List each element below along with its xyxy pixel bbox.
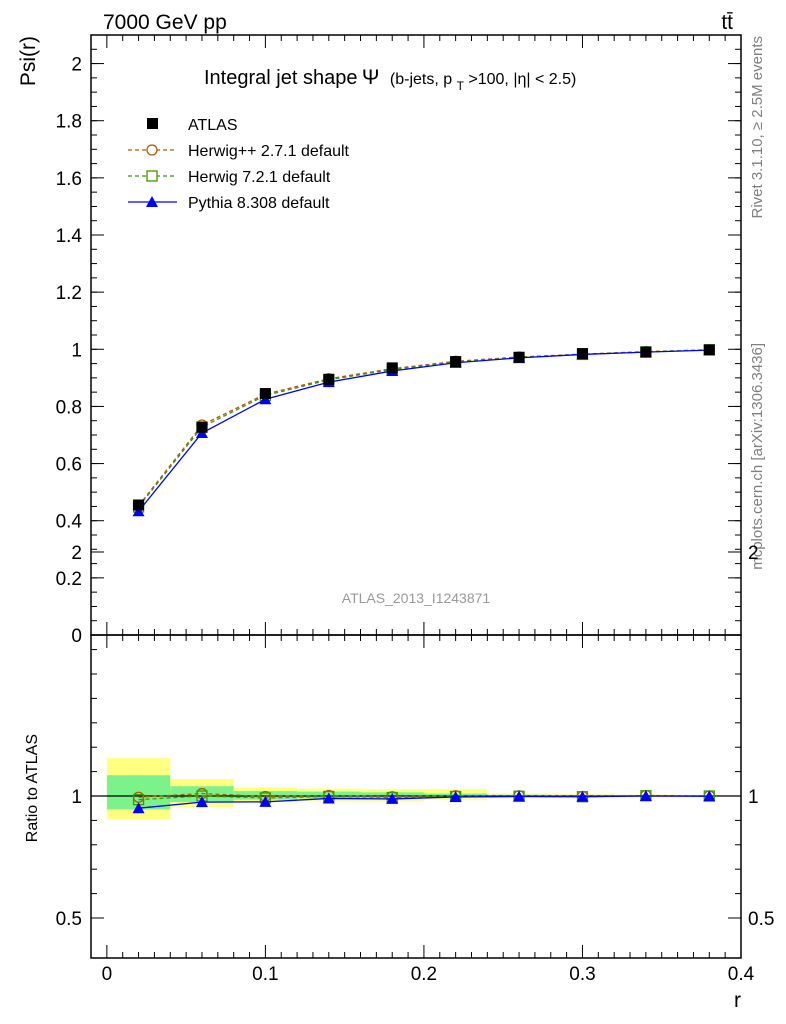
main-ytick-label: 1.6 [56,169,82,190]
title-symbol: Ψ [362,66,380,89]
ratio-pythia-8-308-default-point [703,790,716,802]
ratio-pythia-8-308-default-point [449,790,462,802]
legend-entry-herwig7: Herwig 7.2.1 default [128,169,331,186]
main-atlas-point [323,373,335,385]
axes: 0.2 0.4 0.6 0.8 1 1.2 1.4 1.6 1.8 2 0 0.5 0.5 1 1 2 2 0 0.… [56,34,774,985]
main-atlas-point [450,356,462,368]
ratio-ytick-label: 0.5 [56,909,82,930]
legend-label-herwigpp: Herwig++ 2.7.1 default [188,143,350,160]
ratio-panel-series [132,787,716,814]
main-panel-series [132,344,716,517]
ratio-pythia-8-308-default-point [576,790,589,802]
main-atlas-point [196,421,208,433]
ratio-pythia-8-308-default-line [138,795,710,809]
main-atlas-point [576,348,588,360]
main-atlas-point [703,344,715,356]
title-cut-pre: (b-jets, p [390,71,452,88]
xtick-label: 0.2 [411,964,437,985]
rivet-label: Rivet 3.1.10, ≥ 2.5M events [749,36,766,219]
ratio-pythia-8-308-default-point [386,792,399,804]
main-atlas-point [133,499,145,511]
main-herwig-7-2-1-default-line [138,349,710,508]
ratio-ylabel: Ratio to ATLAS [24,734,41,842]
ratio-ytick-label-right: 1 [748,787,759,808]
ratio-pythia-8-308-default-point [132,802,145,814]
xtick-label: 0 [102,964,113,985]
legend-marker-herwigpp [146,144,158,156]
energy-label: 7000 GeV pp [103,11,227,34]
main-ytick-label: 0.8 [56,397,82,418]
legend-entry-atlas: ATLAS [147,117,238,134]
x-axis-label: r [734,989,741,1012]
main-ytick-label: 1 [71,340,82,361]
ratio-uncertainty-bands [91,758,741,820]
ratio-pythia-8-308-default-point [513,790,526,802]
legend: ATLAS Herwig++ 2.7.1 default Herwig 7.2.… [128,117,350,212]
xtick-label: 0.1 [252,964,278,985]
main-atlas-point [386,362,398,374]
legend-label-herwig7: Herwig 7.2.1 default [188,169,331,186]
main-atlas-point [259,388,271,400]
ratio-pythia-8-308-default-point [322,792,335,804]
main-ytick-label: 1.2 [56,283,82,304]
ratio-ytick-label-right: 2 [748,543,759,564]
main-ytick-label-zero: 0 [71,626,82,647]
main-atlas-point [640,346,652,358]
main-ytick-label: 1.4 [56,226,83,247]
plot-title: Integral jet shape Ψ (b-jets, p T >100, … [204,66,576,94]
stat-uncertainty-band [233,791,298,800]
ratio-pythia-8-308-default-point [259,795,272,807]
ratio-pythia-8-308-default-point [195,796,208,808]
main-pythia-8-308-default-point [132,505,145,517]
legend-marker-herwig7 [146,170,158,182]
main-ylabel: Psi(r) [17,36,40,86]
legend-label-atlas: ATLAS [188,117,238,134]
main-atlas-point [513,351,525,363]
main-ytick-label: 0.6 [56,455,82,476]
legend-marker-pythia [146,196,158,207]
main-ytick-label: 0.2 [56,569,82,590]
title-cut-post: >100, |η| < 2.5) [468,71,576,88]
main-ytick-label: 0.4 [56,512,83,533]
ratio-ytick-label-right: 0.5 [748,909,774,930]
xtick-label: 0.4 [728,964,755,985]
main-pythia-8-308-default-line [138,349,710,512]
legend-label-pythia: Pythia 8.308 default [188,195,330,212]
ratio-ytick-label: 2 [71,543,82,564]
legend-entry-pythia: Pythia 8.308 default [128,195,330,212]
legend-entry-herwigpp: Herwig++ 2.7.1 default [128,143,350,160]
title-main: Integral jet shape [204,67,357,89]
main-ytick-label: 1.8 [56,112,82,133]
analysis-watermark: ATLAS_2013_I1243871 [342,590,491,606]
process-label: tt̄ [721,11,733,34]
main-herwig-2-7-1-default-line [138,349,710,507]
ratio-pythia-8-308-default-point [639,790,652,801]
ratio-ytick-label: 1 [71,787,82,808]
xtick-label: 0.3 [569,964,595,985]
mcplots-label: mcplots.cern.ch [arXiv:1306.3436] [749,343,766,570]
main-ytick-label: 2 [71,55,82,76]
title-cut-sub: T [457,79,465,93]
legend-marker-atlas [147,118,158,129]
